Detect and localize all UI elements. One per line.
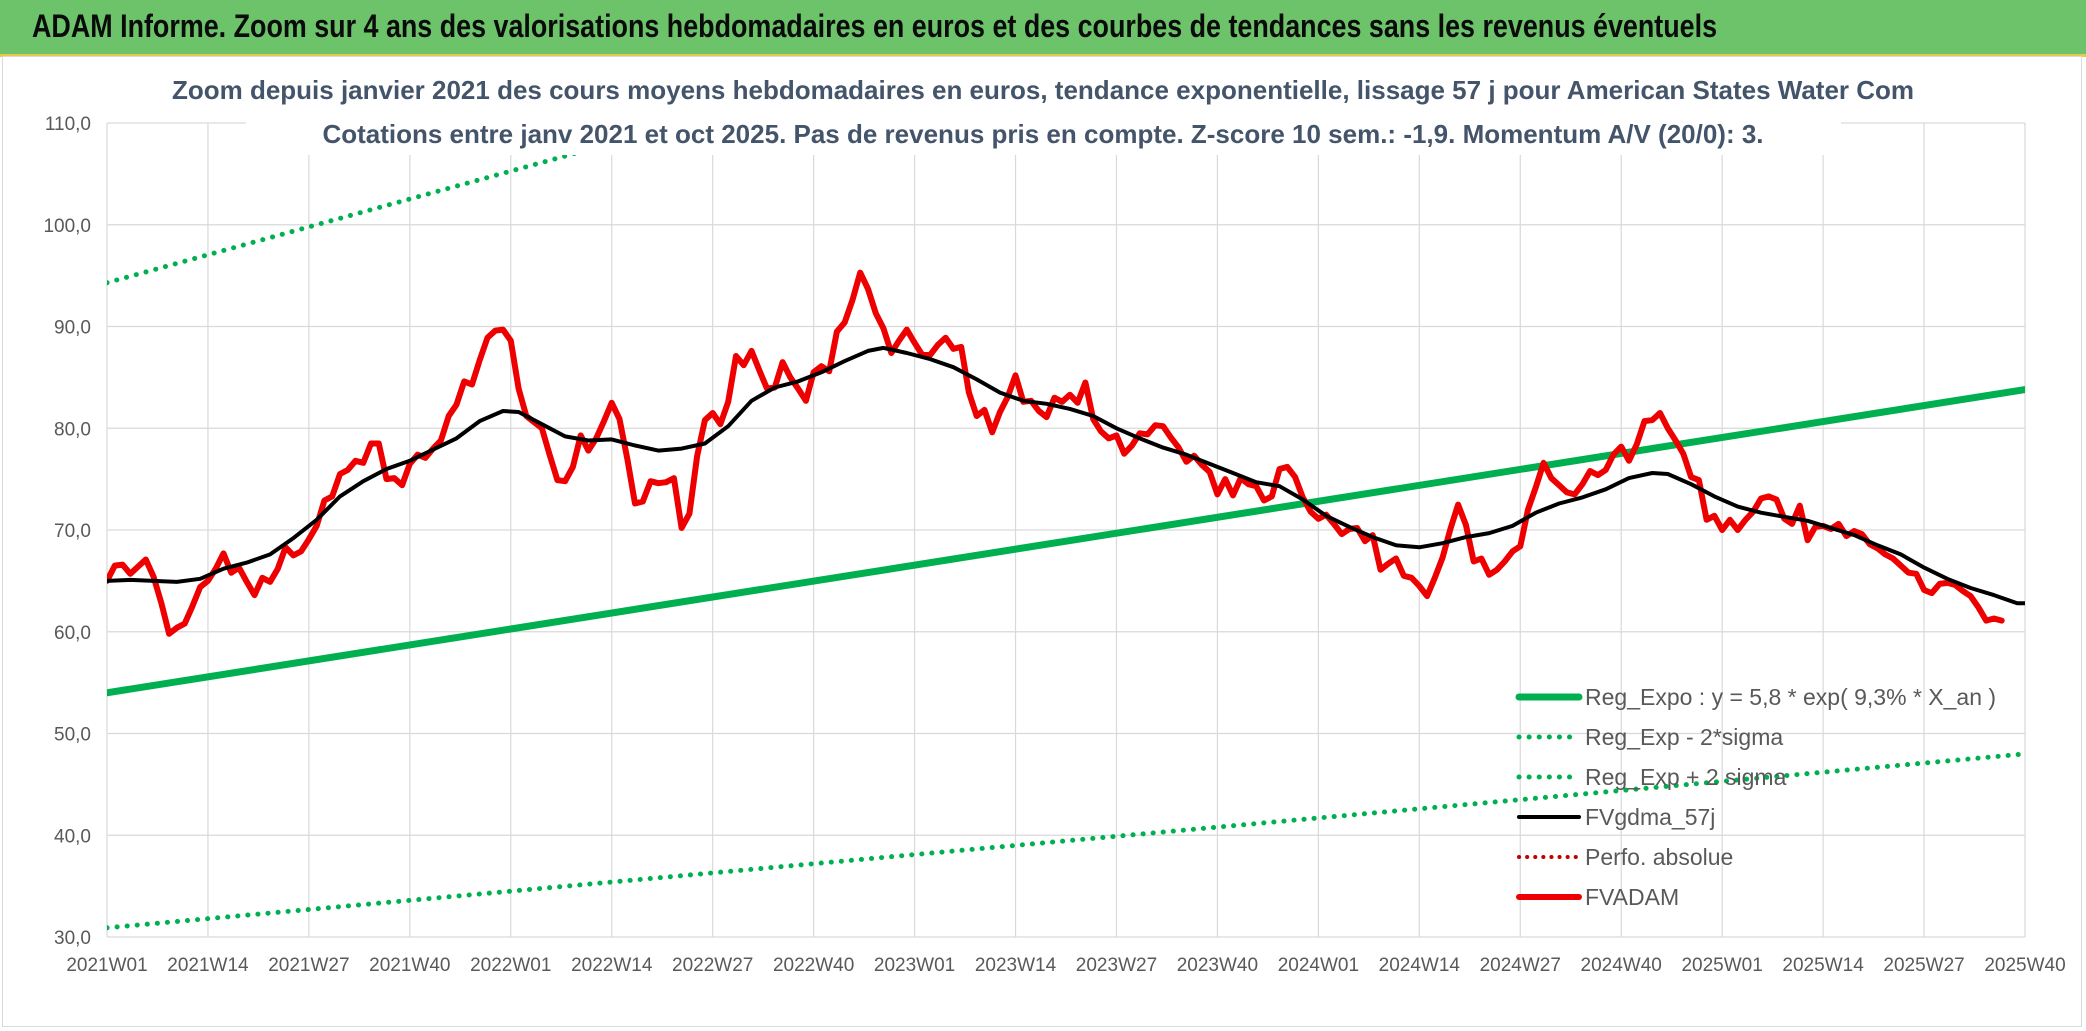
y-tick-label: 80,0 xyxy=(54,419,91,440)
x-axis-ticks: 2021W01 2021W14 2021W27 2021W40 2022W01 2022W… xyxy=(66,955,2065,976)
y-tick-label: 100,0 xyxy=(43,216,91,237)
legend-label-fvadam-line: FVADAM xyxy=(1585,884,1679,910)
x-tick-label: 2024W14 xyxy=(1379,955,1461,976)
x-tick-label: 2021W27 xyxy=(268,955,349,976)
chart-frame: 30,0 40,0 50,0 60,0 70,0 80,0 90,0 100,0 110,0 2… xyxy=(2,56,2082,1027)
y-axis-ticks: 30,0 40,0 50,0 60,0 70,0 80,0 90,0 100,0 110,0 xyxy=(43,114,91,949)
legend-label-reg-exp-minus-2sigma-line: Reg_Exp - 2*sigma xyxy=(1585,724,1783,750)
reg-exp-plus-2sigma-line xyxy=(107,123,695,286)
x-tick-label: 2022W27 xyxy=(672,955,753,976)
x-tick-label: 2023W01 xyxy=(874,955,955,976)
x-tick-label: 2021W01 xyxy=(66,955,147,976)
x-tick-label: 2024W27 xyxy=(1480,955,1561,976)
y-tick-label: 40,0 xyxy=(54,826,91,847)
reg-expo-line xyxy=(107,386,2025,697)
x-tick-label: 2025W27 xyxy=(1883,955,1964,976)
chart-subtitle: Cotations entre janv 2021 et oct 2025. P… xyxy=(322,119,1763,149)
report-banner: ADAM Informe. Zoom sur 4 ans des valoris… xyxy=(0,0,2086,57)
x-tick-label: 2021W14 xyxy=(167,955,249,976)
x-tick-label: 2021W40 xyxy=(369,955,450,976)
grid xyxy=(106,122,2026,938)
x-tick-label: 2023W27 xyxy=(1076,955,1157,976)
legend: Reg_Expo : y = 5,8 * exp( 9,3% * X_an ) R… xyxy=(1515,684,1996,910)
x-tick-label: 2023W14 xyxy=(975,955,1057,976)
report-title: ADAM Informe. Zoom sur 4 ans des valoris… xyxy=(32,8,1718,44)
y-tick-label: 110,0 xyxy=(45,114,91,135)
x-tick-label: 2025W14 xyxy=(1782,955,1864,976)
series xyxy=(107,123,2025,931)
x-tick-label: 2022W01 xyxy=(470,955,551,976)
reg-exp-minus-2sigma-line xyxy=(107,751,2025,931)
y-tick-label: 30,0 xyxy=(54,928,91,949)
y-tick-label: 50,0 xyxy=(54,725,91,746)
x-tick-label: 2022W14 xyxy=(571,955,653,976)
fvgdma-57j-line xyxy=(107,345,2025,606)
chart-title: Zoom depuis janvier 2021 des cours moyen… xyxy=(172,75,1914,105)
legend-label-perfo-absolue-line: Perfo. absolue xyxy=(1585,844,1733,870)
x-tick-label: 2024W40 xyxy=(1581,955,1662,976)
title-backdrop xyxy=(246,63,1841,155)
y-tick-label: 60,0 xyxy=(54,623,91,644)
x-tick-label: 2022W40 xyxy=(773,955,854,976)
legend-label-reg-expo-line: Reg_Expo : y = 5,8 * exp( 9,3% * X_an ) xyxy=(1585,684,1996,710)
x-tick-label: 2024W01 xyxy=(1278,955,1359,976)
y-tick-label: 90,0 xyxy=(54,318,91,339)
x-tick-label: 2023W40 xyxy=(1177,955,1258,976)
x-tick-label: 2025W01 xyxy=(1681,955,1762,976)
y-tick-label: 70,0 xyxy=(54,521,91,542)
legend-label-fvgdma-57j-line: FVgdma_57j xyxy=(1585,804,1715,830)
x-tick-label: 2025W40 xyxy=(1984,955,2065,976)
line-chart: 30,0 40,0 50,0 60,0 70,0 80,0 90,0 100,0 110,0 2… xyxy=(43,63,2066,976)
legend-label-reg-exp-plus-2sigma-line: Reg_Exp + 2 sigma xyxy=(1585,764,1787,790)
